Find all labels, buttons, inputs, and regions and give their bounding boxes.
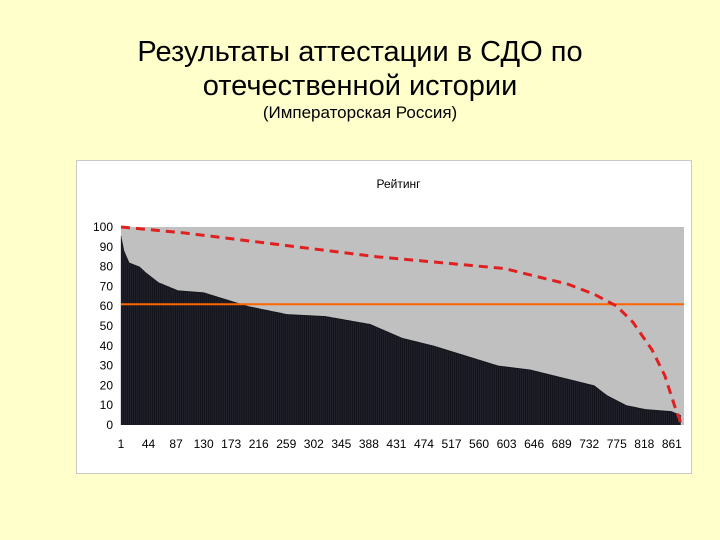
chart-frame: Рейтинг 0 10 20 30 40 50 60 70 80 90 100 1 44 87 130 173… [76,160,692,474]
y-tick-label: 0 [106,418,113,432]
x-tick-label: 173 [221,437,241,451]
x-tick-label: 861 [662,437,682,451]
x-tick-label: 259 [276,437,296,451]
x-tick-label: 302 [304,437,324,451]
y-tick-label: 30 [100,359,114,373]
x-tick-label: 388 [359,437,379,451]
y-tick-label: 70 [100,279,114,293]
x-tick-label: 646 [524,437,544,451]
y-tick-label: 40 [100,339,114,353]
rating-chart: Рейтинг 0 10 20 30 40 50 60 70 80 90 100 1 44 87 130 173… [93,177,684,451]
x-tick-label: 560 [469,437,489,451]
slide-title-line2: отечественной истории [202,70,518,102]
y-tick-label: 100 [93,220,113,234]
x-tick-label: 130 [194,437,214,451]
x-tick-label: 474 [414,437,434,451]
x-tick-label: 345 [331,437,351,451]
x-tick-label: 517 [441,437,461,451]
slide-subtitle: (Императорская Россия) [262,103,458,122]
y-tick-label: 10 [100,398,114,412]
y-tick-label: 90 [100,240,114,254]
x-tick-label: 775 [607,437,627,451]
x-tick-label: 1 [118,437,125,451]
x-tick-label: 216 [249,437,269,451]
slide-title-line1: Результаты аттестации в СДО по [137,36,583,68]
x-tick-label: 431 [386,437,406,451]
x-tick-label: 818 [634,437,654,451]
y-tick-label: 60 [100,299,114,313]
y-tick-label: 80 [100,260,114,274]
y-tick-label: 20 [100,378,114,392]
x-tick-label: 87 [169,437,183,451]
bar-series [121,234,681,425]
chart-title: Рейтинг [376,177,421,191]
x-tick-label: 689 [552,437,572,451]
trend-curve [120,225,683,424]
y-tick-label: 50 [100,319,114,333]
x-tick-label: 44 [142,437,156,451]
x-tick-label: 603 [497,437,517,451]
x-tick-label: 732 [579,437,599,451]
